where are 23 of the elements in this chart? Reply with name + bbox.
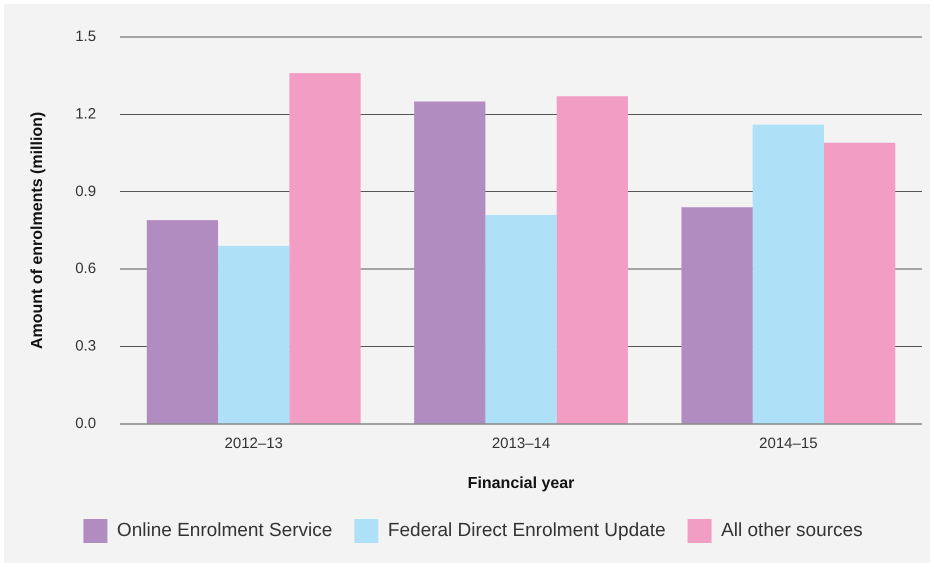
y-axis-title: Amount of enrolments (million) <box>29 112 46 350</box>
bar <box>681 207 753 424</box>
y-tick-label: 0.3 <box>75 338 96 355</box>
x-tick-label: 2014–15 <box>759 434 818 452</box>
bar <box>289 73 361 424</box>
y-tick-label: 1.2 <box>75 106 96 122</box>
y-tick-label: 1.5 <box>75 28 96 46</box>
x-tick-label: 2013–14 <box>492 434 550 452</box>
legend-label: Federal Direct Enrolment Update <box>388 520 666 542</box>
y-tick-label: 0.6 <box>75 260 96 278</box>
legend-label: All other sources <box>721 520 863 542</box>
bar <box>218 246 290 424</box>
bar <box>824 142 896 424</box>
bar <box>485 214 557 424</box>
bar <box>414 101 486 424</box>
bar <box>752 124 824 424</box>
x-tick-label: 2012–13 <box>224 434 283 452</box>
bar <box>556 96 628 424</box>
x-axis-title: Financial year <box>468 474 574 492</box>
bar <box>146 220 218 424</box>
y-tick-label: 0.0 <box>75 414 96 432</box>
legend-label: Online Enrolment Service <box>116 520 332 542</box>
y-tick-label: 0.9 <box>75 182 96 200</box>
